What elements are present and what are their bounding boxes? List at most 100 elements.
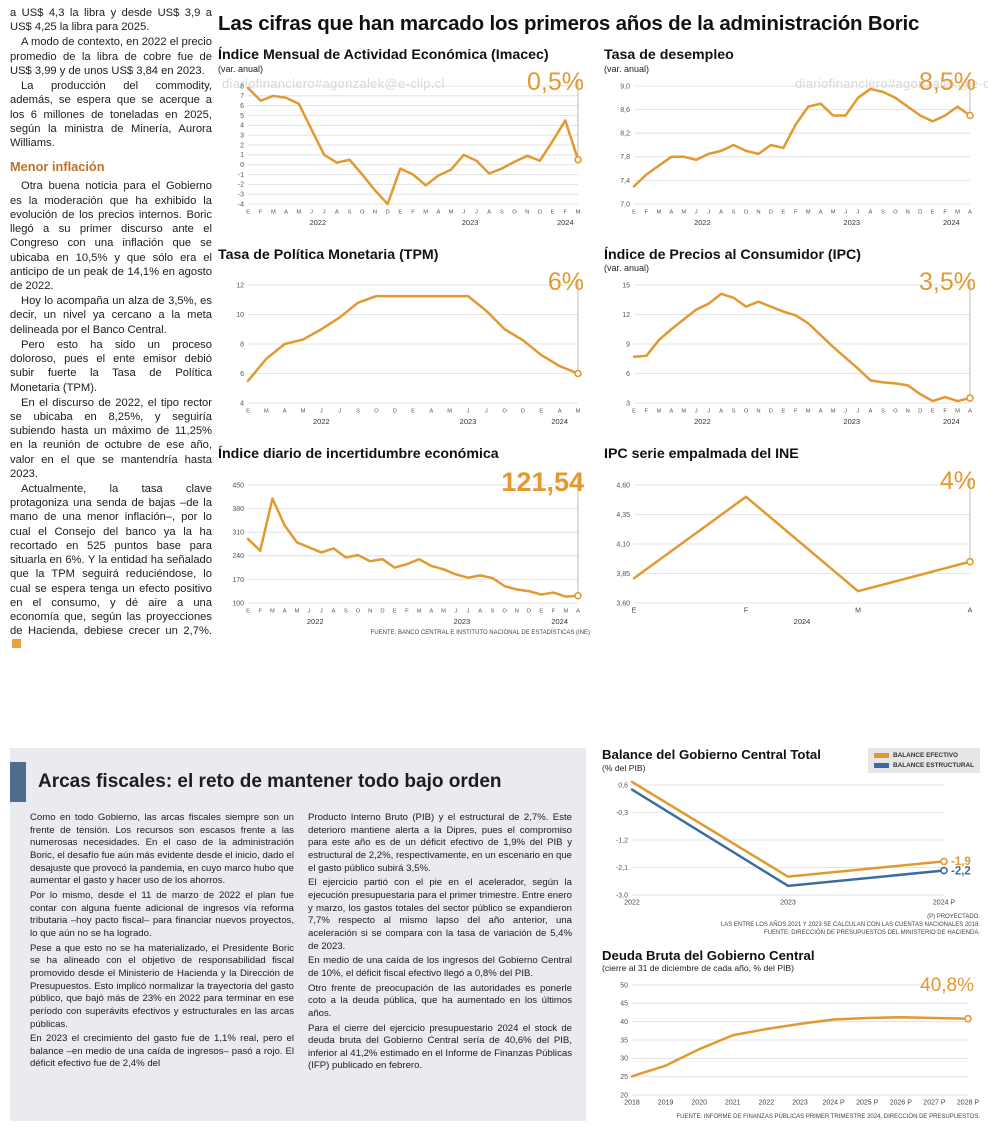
- svg-text:100: 100: [232, 600, 244, 607]
- svg-text:3: 3: [626, 401, 630, 408]
- svg-text:240: 240: [232, 553, 244, 560]
- chart-highlight: 8,5%: [919, 68, 976, 96]
- svg-text:-1,9: -1,9: [951, 856, 971, 868]
- chart-legend: BALANCE EFECTIVO BALANCE ESTRUCTURAL: [868, 748, 980, 774]
- svg-text:J: J: [320, 409, 323, 415]
- svg-text:40: 40: [620, 1019, 628, 1026]
- svg-text:M: M: [831, 409, 836, 415]
- svg-text:2024: 2024: [943, 218, 960, 227]
- svg-text:E: E: [539, 608, 543, 614]
- article-paragraph: Hoy lo acompaña un alza de 3,5%, es deci…: [10, 295, 212, 336]
- svg-text:A: A: [819, 209, 823, 215]
- svg-text:2024: 2024: [943, 417, 960, 426]
- svg-text:O: O: [356, 608, 361, 614]
- svg-text:O: O: [374, 409, 379, 415]
- svg-text:2023: 2023: [454, 617, 471, 626]
- chart-title: IPC serie empalmada del INE: [604, 446, 799, 463]
- svg-text:-2,1: -2,1: [616, 864, 628, 871]
- legend-item-estructural: BALANCE ESTRUCTURAL: [874, 761, 974, 771]
- svg-text:M: M: [563, 608, 568, 614]
- svg-text:A: A: [869, 409, 873, 415]
- legend-swatch-blue: [874, 762, 890, 768]
- chart-highlight: 0,5%: [527, 68, 584, 96]
- svg-text:J: J: [320, 608, 323, 614]
- svg-text:O: O: [893, 209, 898, 215]
- svg-text:J: J: [844, 409, 847, 415]
- chart-card-ipc-empalmada: IPC serie empalmada del INE 4% 4,60 4,35 4…: [604, 447, 982, 637]
- svg-text:2022: 2022: [624, 899, 640, 906]
- svg-text:A: A: [284, 209, 288, 215]
- svg-text:E: E: [398, 209, 402, 215]
- svg-text:N: N: [368, 608, 372, 614]
- chart-subtitle: (cierre al 31 de diciembre de cada año, …: [602, 963, 795, 974]
- svg-text:S: S: [732, 409, 736, 415]
- svg-text:E: E: [551, 209, 555, 215]
- svg-text:A: A: [968, 607, 973, 614]
- svg-text:-1: -1: [238, 172, 244, 179]
- svg-text:2023: 2023: [792, 1100, 808, 1107]
- svg-text:2028 P: 2028 P: [957, 1100, 980, 1107]
- chart-source: FUENTE: BANCO CENTRAL E INSTITUTO NACION…: [370, 629, 590, 636]
- svg-text:S: S: [881, 409, 885, 415]
- svg-text:5: 5: [240, 113, 244, 120]
- svg-text:J: J: [844, 209, 847, 215]
- svg-text:170: 170: [232, 577, 244, 584]
- svg-text:D: D: [380, 608, 384, 614]
- chart-plot-incertidumbre: 450 380 310 240 170 100 E F M A M J J A S O N D E F M A M J J A S O…: [218, 477, 590, 627]
- article-paragraph-text: Actualmente, la tasa clave protagoniza u…: [10, 483, 212, 638]
- svg-text:F: F: [794, 409, 798, 415]
- svg-text:F: F: [943, 409, 947, 415]
- charts-grid: Índice Mensual de Actividad Económica (I…: [218, 47, 982, 637]
- chart-card-imacec: Índice Mensual de Actividad Económica (I…: [218, 47, 590, 228]
- svg-text:E: E: [632, 607, 637, 614]
- svg-text:J: J: [707, 209, 710, 215]
- svg-text:J: J: [454, 608, 457, 614]
- svg-text:A: A: [335, 209, 339, 215]
- svg-text:O: O: [744, 209, 749, 215]
- svg-text:2023: 2023: [843, 417, 860, 426]
- svg-text:J: J: [308, 608, 311, 614]
- svg-text:9: 9: [626, 342, 630, 349]
- chart-plot-desempleo: 9,0 8,6 8,2 7,8 7,4 7,0 E F M A M J J A S O N D E F M A M J J A S O…: [604, 78, 982, 228]
- svg-text:M: M: [447, 409, 452, 415]
- svg-text:M: M: [955, 409, 960, 415]
- svg-text:A: A: [487, 209, 491, 215]
- svg-text:J: J: [310, 209, 313, 215]
- svg-text:2024 P: 2024 P: [933, 899, 956, 906]
- chart-subtitle: [604, 463, 982, 474]
- svg-text:E: E: [931, 409, 935, 415]
- svg-text:-3: -3: [238, 191, 244, 198]
- svg-text:6: 6: [240, 371, 244, 378]
- svg-text:S: S: [348, 209, 352, 215]
- svg-text:E: E: [632, 409, 636, 415]
- svg-text:4: 4: [240, 401, 244, 408]
- svg-text:-0,3: -0,3: [616, 809, 628, 816]
- svg-text:9,0: 9,0: [620, 83, 630, 90]
- svg-text:M: M: [806, 409, 811, 415]
- legend-item-efectivo: BALANCE EFECTIVO: [874, 751, 974, 761]
- legend-swatch-orange: [874, 753, 890, 759]
- svg-text:M: M: [271, 209, 276, 215]
- chart-subtitle: (% del PIB): [602, 762, 646, 773]
- svg-text:F: F: [405, 608, 409, 614]
- svg-text:M: M: [831, 209, 836, 215]
- svg-text:J: J: [467, 409, 470, 415]
- svg-text:6: 6: [626, 371, 630, 378]
- arcas-column-2: Producto Interno Bruto (PIB) y el estruc…: [308, 812, 572, 1075]
- article-paragraph: Otra buena noticia para el Gobierno es l…: [10, 180, 212, 292]
- chart-highlight: 3,5%: [919, 267, 976, 296]
- arcas-paragraph: El ejercicio partió con el pie en el ace…: [308, 877, 572, 952]
- arcas-paragraph: Por lo mismo, desde el 11 de marzo de 20…: [30, 889, 294, 939]
- svg-text:45: 45: [620, 1001, 628, 1008]
- svg-text:0,6: 0,6: [618, 782, 628, 789]
- svg-text:A: A: [719, 409, 723, 415]
- svg-text:S: S: [881, 209, 885, 215]
- svg-text:E: E: [539, 409, 543, 415]
- svg-text:2022: 2022: [309, 218, 326, 227]
- svg-text:12: 12: [236, 283, 244, 290]
- svg-text:E: E: [632, 209, 636, 215]
- chart-card-incertidumbre: Índice diario de incertidumbre económica…: [218, 447, 590, 637]
- svg-text:J: J: [338, 409, 341, 415]
- svg-text:A: A: [478, 608, 482, 614]
- chart-plot-ipc-empalmada: 4,60 4,35 4,10 3,85 3,60 E F M A 2024: [604, 477, 982, 627]
